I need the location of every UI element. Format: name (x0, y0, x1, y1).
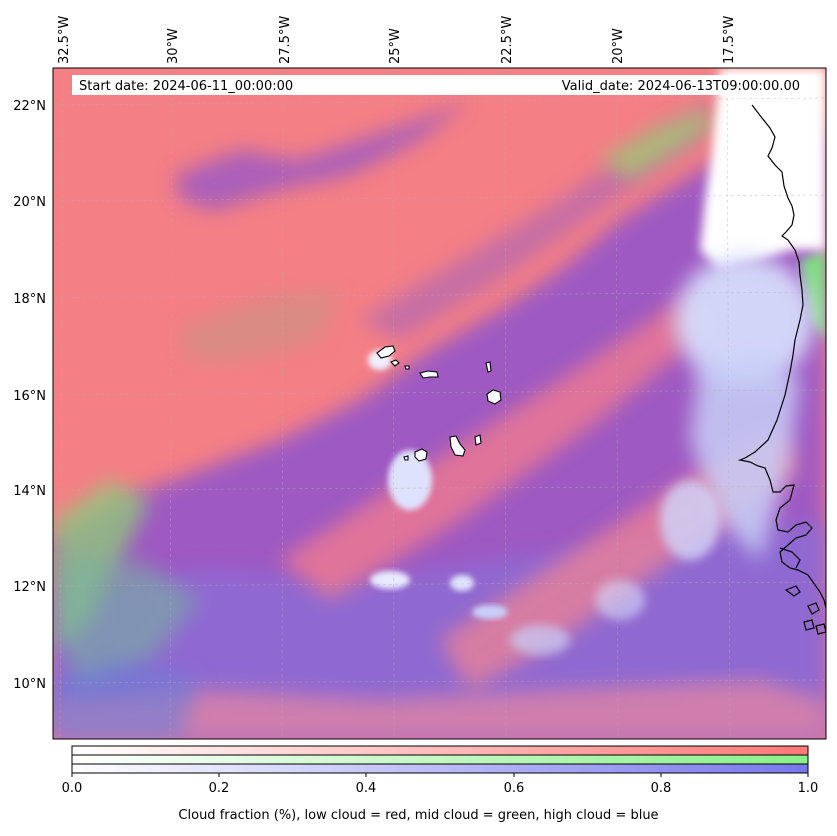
high-cloud-southwest (53, 660, 200, 739)
gridlines (53, 68, 826, 739)
lat-label: 12°N (13, 580, 46, 595)
high-cloud-patch-1 (388, 450, 432, 510)
colorbar-tick: 0.8 (651, 781, 672, 796)
high-cloud-blob-east (675, 255, 815, 385)
lon-label: 22.5°W (500, 16, 515, 64)
purple-wave-north (175, 100, 470, 210)
mid-cloud-center (180, 290, 340, 360)
colorbar-tick: 1.0 (798, 781, 819, 796)
map-frame (52, 67, 827, 740)
lat-label: 14°N (13, 484, 46, 499)
colorbar: 0.0 0.2 0.4 0.6 0.8 1.0 (62, 745, 819, 796)
colorbar-tick: 0.6 (504, 781, 525, 796)
coast-bijagos-3 (803, 619, 815, 631)
mid-cloud-east-coast (800, 250, 826, 340)
coast-guinea (779, 547, 801, 569)
high-cloud-patch-4 (472, 605, 508, 619)
island-santo-antao (376, 345, 396, 359)
island-sao-nicolau (419, 370, 439, 379)
coast-bijagos (784, 585, 801, 597)
coast-bijagos-4 (815, 623, 826, 635)
island-santa-luzia (404, 365, 410, 370)
colorbar-caption: Cloud fraction (%), low cloud = red, mid… (178, 808, 659, 823)
valid-date-label: Valid_date: 2024-06-13T09:00:00.00 (562, 79, 800, 94)
colorbar-tick: 0.4 (356, 781, 377, 796)
high-cloud-patch-6 (660, 480, 720, 560)
coast-bijagos-2 (807, 602, 820, 615)
island-boa-vista (486, 389, 502, 405)
lat-label: 18°N (13, 292, 46, 307)
colorbar-high-cloud (72, 764, 808, 773)
cape-verde-islands (376, 345, 502, 462)
high-cloud-patch-2 (370, 571, 410, 589)
lat-label: 22°N (13, 99, 46, 114)
high-cloud-patch-3 (450, 575, 474, 591)
start-date-label: Start date: 2024-06-11_00:00:00 (79, 79, 293, 94)
lon-label: 32.5°W (57, 16, 72, 64)
lon-label: 30°W (166, 28, 181, 64)
lat-label: 10°N (13, 677, 46, 692)
colorbar-mid-cloud (72, 755, 808, 764)
island-fogo (414, 448, 428, 462)
cloud-fraction-field (53, 68, 826, 739)
colorbar-low-cloud (72, 746, 808, 755)
mid-cloud-north-east (600, 110, 720, 180)
lat-label: 16°N (13, 389, 46, 404)
island-sal (485, 361, 492, 373)
island-maio (474, 434, 482, 446)
latitude-labels: 22°N 20°N 18°N 16°N 14°N 12°N 10°N (13, 99, 46, 692)
island-sao-vicente (390, 359, 400, 367)
coastline-mainland (737, 104, 826, 609)
island-brava (403, 455, 409, 461)
lat-label: 20°N (13, 195, 46, 210)
red-streak-1 (280, 300, 720, 600)
red-streak-3 (53, 680, 826, 739)
header-strip (72, 75, 807, 95)
lon-label: 27.5°W (278, 16, 293, 64)
colorbar-frame (71, 745, 809, 774)
colorbar-tick: 0.0 (62, 781, 83, 796)
mid-cloud-south-west (60, 560, 200, 690)
high-cloud-patch-7 (510, 625, 570, 655)
coastline (737, 104, 826, 635)
lon-label: 17.5°W (722, 16, 737, 64)
longitude-labels: 32.5°W 30°W 27.5°W 25°W 22.5°W 20°W 17.5… (57, 16, 737, 64)
lon-label: 20°W (611, 28, 626, 64)
high-cloud-patch-8 (595, 580, 645, 620)
colorbar-tick: 0.2 (209, 781, 230, 796)
lon-label: 25°W (388, 28, 403, 64)
clear-region-northeast (700, 68, 826, 270)
island-santiago (449, 435, 466, 457)
